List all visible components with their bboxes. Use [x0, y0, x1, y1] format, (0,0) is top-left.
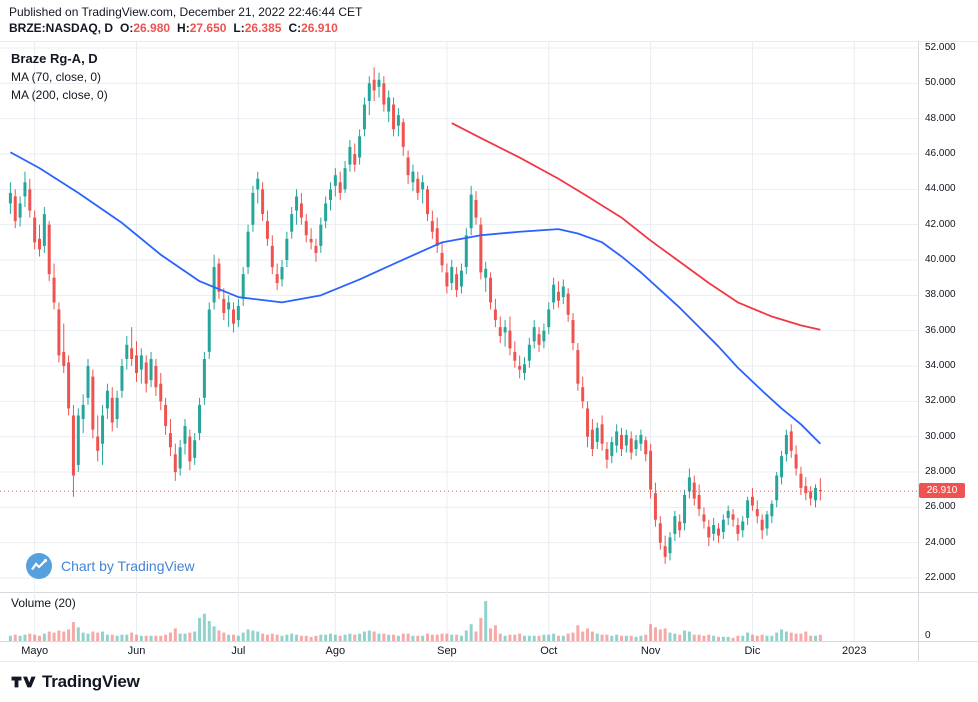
legend-symbol: Braze Rg-A, D	[11, 51, 98, 66]
time-tick-label: Jun	[127, 645, 146, 657]
tradingview-logo-icon	[11, 676, 36, 688]
time-tick-label: Sep	[437, 645, 457, 657]
time-scale[interactable]: Mayo Jun Jul Ago Sep Oct Nov Dic 2023	[0, 641, 918, 661]
price-tick-label: 52.000	[925, 42, 956, 53]
price-tick-label: 32.000	[925, 395, 956, 407]
candlestick-chart[interactable]	[0, 42, 918, 592]
high-label: H:	[177, 21, 190, 35]
tradingview-wordmark: TradingView	[42, 672, 140, 691]
high-value: 27.650	[189, 21, 227, 35]
price-tick-label: 30.000	[925, 430, 956, 442]
volume-legend: Volume (20)	[11, 596, 76, 610]
pane-divider[interactable]	[0, 592, 978, 593]
pane-top-border	[0, 41, 978, 42]
price-tick-label: 26.000	[925, 501, 956, 513]
footer: TradingView	[0, 662, 978, 702]
price-tick-label: 48.000	[925, 112, 956, 124]
time-tick-label: 2023	[842, 645, 867, 657]
price-tick-label: 28.000	[925, 466, 956, 477]
price-pane[interactable]: Braze Rg-A, D MA (70, close, 0) MA (200,…	[0, 42, 918, 592]
price-tick-label: 50.000	[925, 77, 956, 89]
published-line: Published on TradingView.com, December 2…	[9, 5, 363, 19]
price-tick-label: 22.000	[925, 572, 956, 583]
price-tick-label: 42.000	[925, 218, 956, 230]
close-value: 26.910	[301, 21, 338, 35]
price-tick-label: 34.000	[925, 360, 956, 371]
symbol-ohlc-line: BRZE:NASDAQ, D O:26.980 H:27.650 L:26.385 C:…	[9, 21, 338, 35]
volume-chart[interactable]	[0, 592, 918, 641]
symbol-title: BRZE:NASDAQ, D	[9, 21, 113, 35]
open-value: 26.980	[133, 21, 171, 35]
volume-pane[interactable]: Volume (20)	[0, 592, 918, 641]
tradingview-home-link[interactable]: TradingView	[10, 671, 140, 693]
chart-by-tradingview-link[interactable]: Chart by TradingView	[26, 553, 195, 579]
price-tick-label: 38.000	[925, 289, 956, 301]
volume-zero-label: 0	[925, 630, 931, 641]
time-tick-label: Mayo	[21, 645, 49, 657]
open-label: O:	[120, 21, 134, 35]
price-tick-label: 36.000	[925, 324, 956, 336]
time-tick-label: Oct	[540, 645, 558, 657]
low-value: 26.385	[244, 21, 282, 35]
price-scale-border	[918, 41, 919, 662]
time-axis-border	[0, 641, 978, 642]
time-tick-label: Nov	[640, 645, 661, 657]
price-tick-label: 24.000	[925, 536, 956, 548]
time-tick-label: Dic	[744, 645, 761, 657]
legend-ma200: MA (200, close, 0)	[11, 88, 108, 102]
last-price-label: 26.910	[919, 483, 965, 499]
price-tick-label: 44.000	[925, 183, 956, 195]
price-tick-label: 46.000	[925, 148, 956, 159]
watermark-text: Chart by TradingView	[61, 558, 195, 574]
tradingview-circle-icon	[26, 553, 52, 579]
legend-ma70: MA (70, close, 0)	[11, 70, 102, 84]
price-scale[interactable]: 52.000 50.000 48.000 46.000 44.000 42.000 40.0…	[919, 42, 978, 661]
time-tick-label: Ago	[325, 645, 346, 657]
low-label: L:	[233, 21, 245, 35]
chart-legend: Braze Rg-A, D MA (70, close, 0) MA (200,…	[11, 50, 108, 104]
time-tick-label: Jul	[231, 645, 246, 657]
close-label: C:	[288, 21, 302, 35]
price-tick-label: 40.000	[925, 254, 956, 265]
footer-border	[0, 661, 978, 662]
